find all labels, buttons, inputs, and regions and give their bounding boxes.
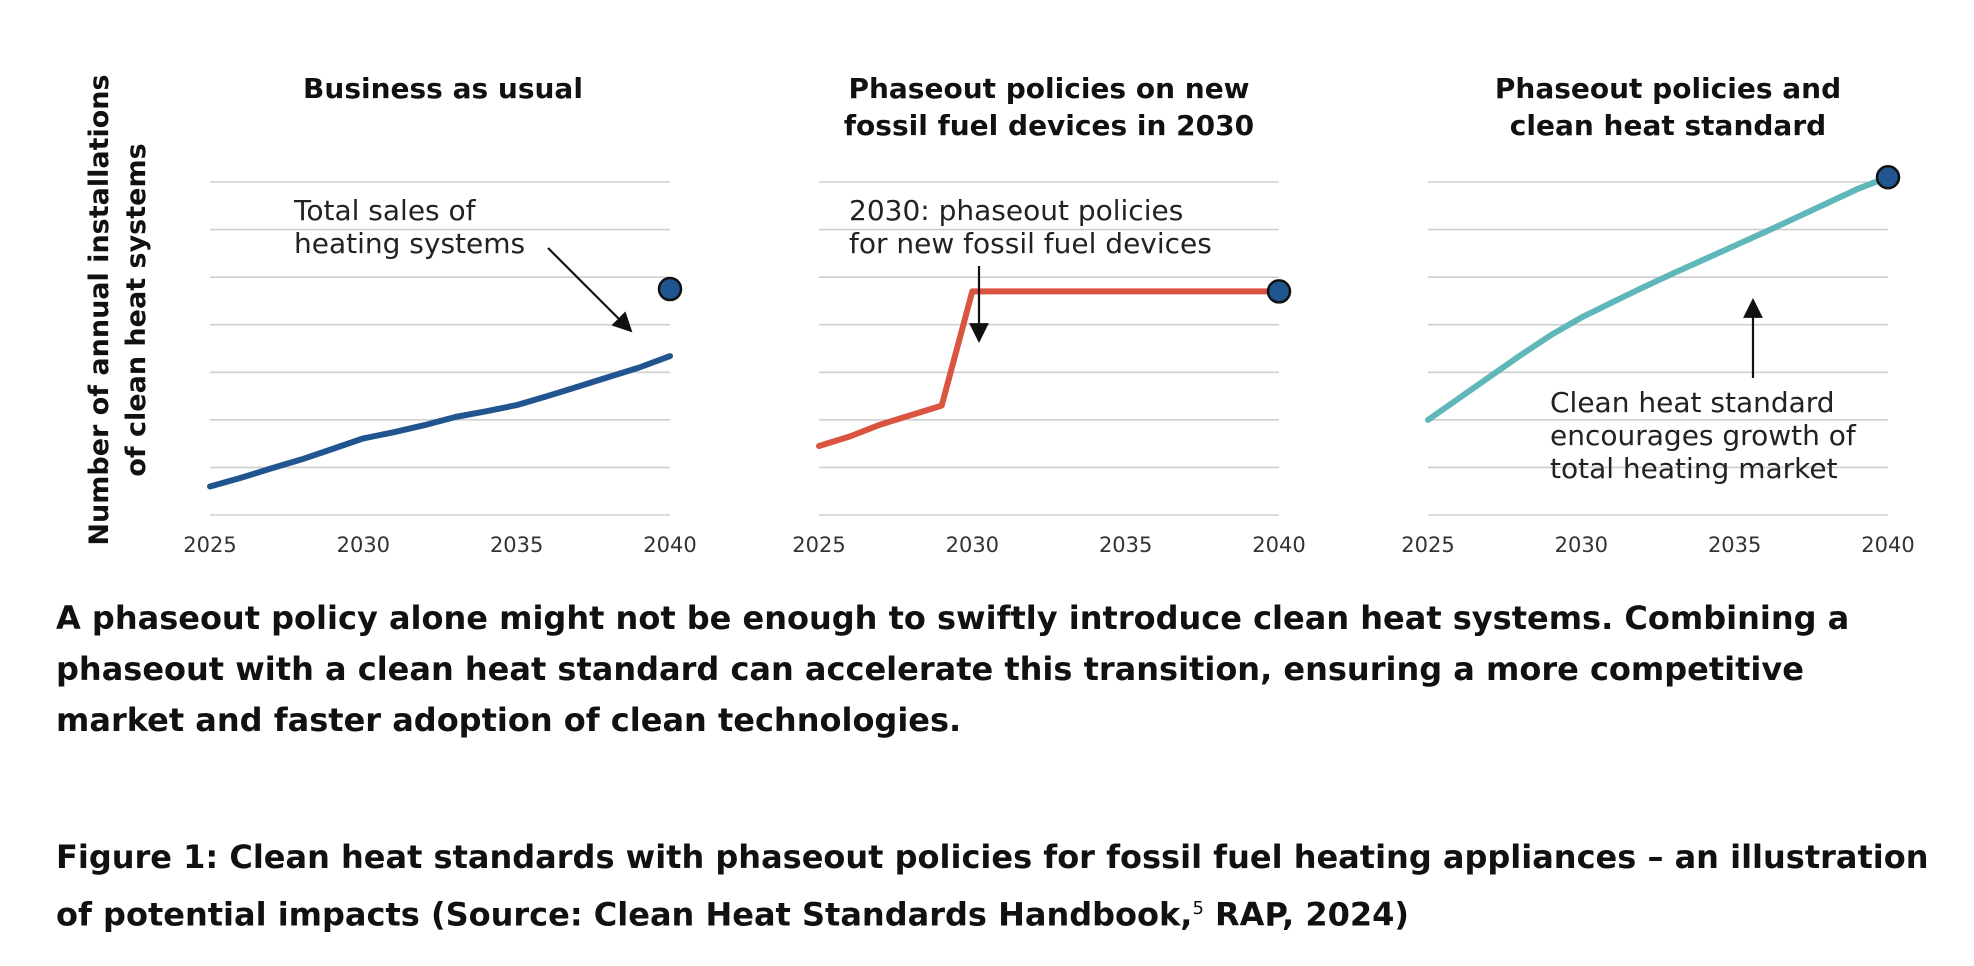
figure-caption-lead: Figure 1: xyxy=(56,838,219,876)
panel-phaseout-2030: Phaseout policies on new fossil fuel devi… xyxy=(792,72,1305,557)
figure-caption: Figure 1: Clean heat standards with phas… xyxy=(56,832,1936,941)
endpoint-marker xyxy=(1266,279,1292,304)
panel-phaseout-clean-heat-standard: Phaseout policies and clean heat standard… xyxy=(1401,72,1914,557)
annotation-text: Clean heat standard xyxy=(1550,386,1835,419)
figure-caption-superscript: 5 xyxy=(1192,898,1204,919)
annotation-text: for new fossil fuel devices xyxy=(849,227,1212,260)
annotation-text: total heating market xyxy=(1550,452,1838,485)
panel-title: Business as usual xyxy=(303,72,583,105)
panel-business-as-usual: Business as usual 2025 2030 2035 2040 Total s… xyxy=(183,72,696,557)
x-tick-label: 2030 xyxy=(1555,533,1608,557)
annotation-text: Total sales of xyxy=(293,194,477,227)
x-tick-label: 2035 xyxy=(1099,533,1152,557)
x-tick-label: 2040 xyxy=(1252,533,1305,557)
series-line xyxy=(1425,174,1891,423)
x-tick-label: 2035 xyxy=(1708,533,1761,557)
panel-title: Phaseout policies on new xyxy=(848,72,1249,105)
panel-title: Phaseout policies and xyxy=(1495,72,1841,105)
chart-caption: A phaseout policy alone might not be eno… xyxy=(56,599,1850,739)
x-tick-label: 2040 xyxy=(1861,533,1914,557)
series-line xyxy=(816,288,1282,449)
annotation-arrow xyxy=(547,247,633,333)
x-tick-label: 2040 xyxy=(643,533,696,557)
endpoint-marker xyxy=(657,276,683,302)
figure-caption-text: Clean heat standards with phaseout polic… xyxy=(56,838,1929,934)
endpoint-marker xyxy=(1875,164,1901,190)
annotation-text: 2030: phaseout policies xyxy=(849,194,1183,227)
series-line xyxy=(207,353,673,490)
x-tick-label: 2035 xyxy=(490,533,543,557)
panel-title: clean heat standard xyxy=(1510,109,1826,142)
annotation-text: heating systems xyxy=(294,227,525,260)
x-tick-label: 2030 xyxy=(946,533,999,557)
x-tick-label: 2025 xyxy=(183,533,236,557)
panel-title: fossil fuel devices in 2030 xyxy=(844,109,1254,142)
y-axis-label-line-1: Number of annual installations xyxy=(84,74,115,545)
y-axis-label-line-2: of clean heat systems xyxy=(121,143,152,476)
figure-caption-tail: RAP, 2024) xyxy=(1203,895,1409,934)
x-tick-label: 2025 xyxy=(1401,533,1454,557)
x-tick-label: 2025 xyxy=(792,533,845,557)
x-tick-label: 2030 xyxy=(337,533,390,557)
chart-figure: Number of annual installations of clean … xyxy=(84,72,1915,557)
annotation-text: encourages growth of xyxy=(1550,419,1857,452)
